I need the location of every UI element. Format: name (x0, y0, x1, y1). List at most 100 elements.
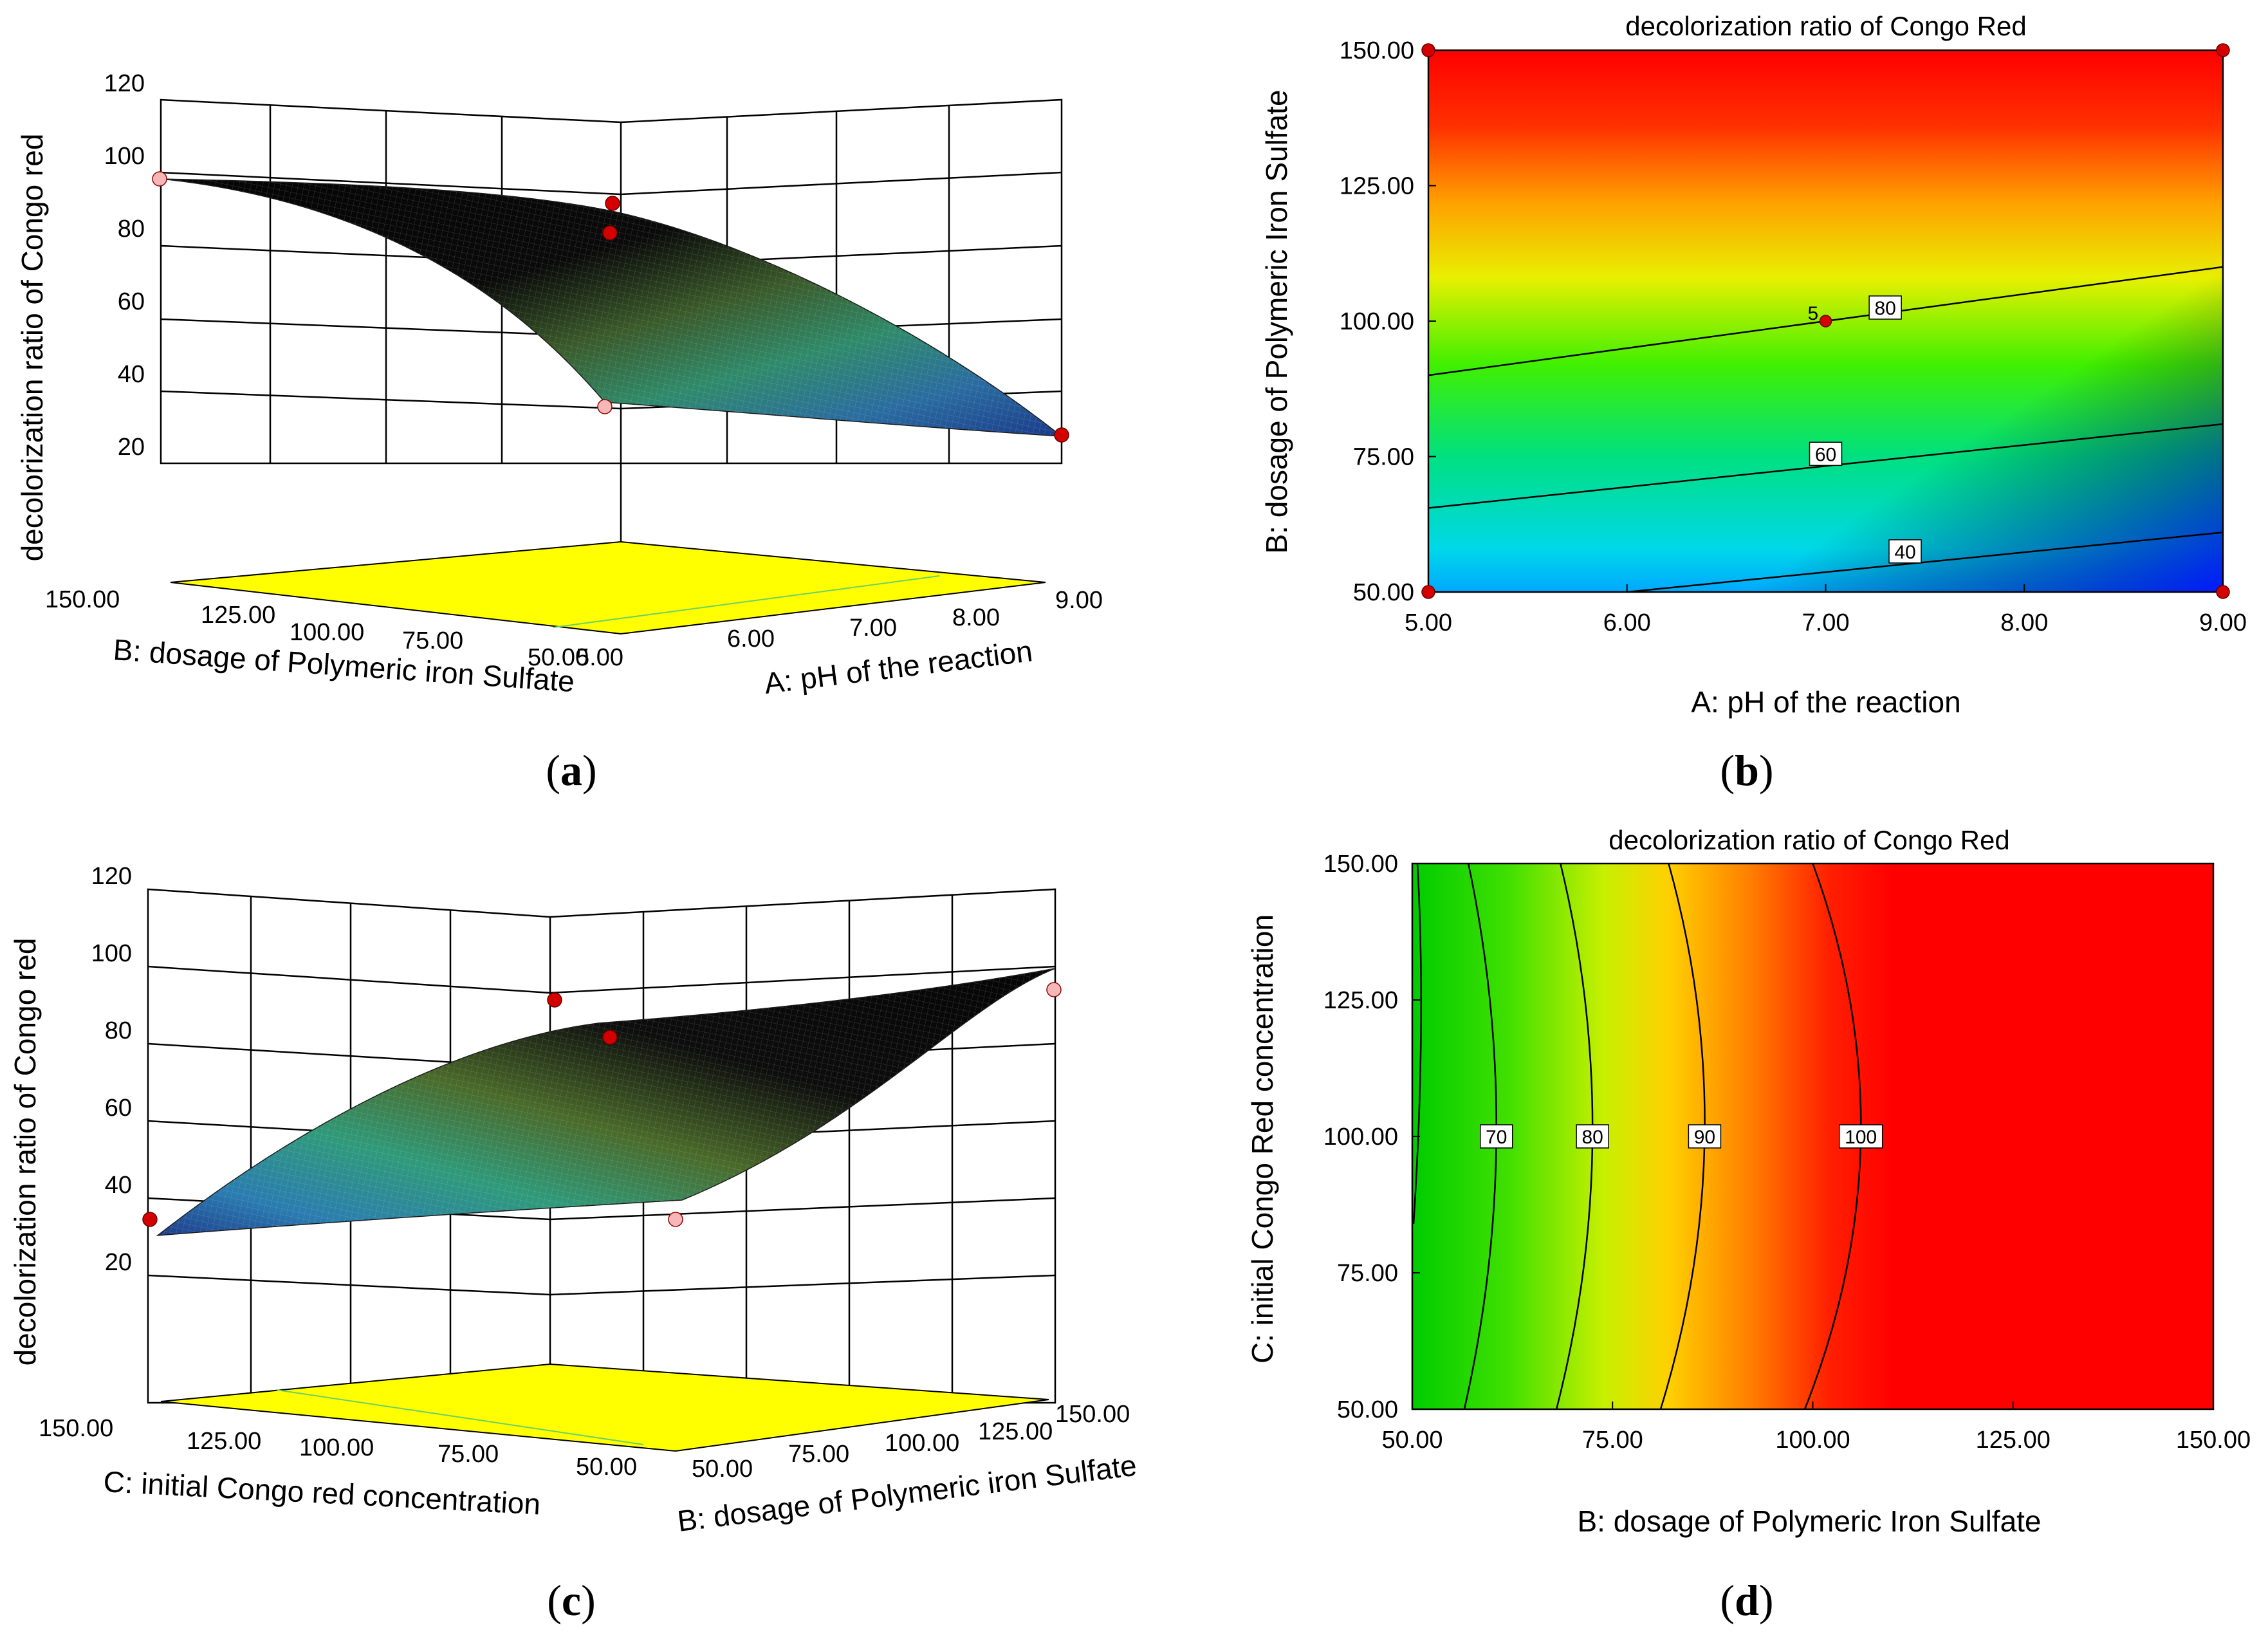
panel-a-z-ticks: 120 100 80 60 40 20 (104, 70, 145, 461)
panel-d-contour-label-80-box (1576, 1124, 1609, 1149)
panel-a-z-tick-120: 120 (104, 70, 145, 97)
panel-d-contour-label-100-box (1838, 1124, 1883, 1149)
panel-d-y-ticks: 50.00 75.00 100.00 125.00 150.00 (1323, 851, 1420, 1423)
panel-b-y-tick-3: 125.00 (1340, 173, 1414, 200)
panel-b-x-tick-3: 8.00 (2000, 609, 2048, 636)
panel-c-y-ticks: 150.00 125.00 100.00 75.00 50.00 (39, 1415, 637, 1481)
panel-a-point-pH5-dose50 (597, 399, 613, 414)
panel-b-y-ticks: 50.00 75.00 100.00 125.00 150.00 (1340, 37, 1436, 606)
panel-c-point-center-low (602, 1030, 618, 1045)
panel-d-x-label: B: dosage of Polymeric Iron Sulfate (1577, 1504, 2041, 1538)
panel-b-contour-60 (1428, 423, 2224, 509)
panel-a: 120 100 80 60 40 20 decolorization ratio… (15, 70, 1103, 795)
panel-d-y-tick-0: 50.00 (1337, 1396, 1398, 1423)
panel-b-y-tick-1: 75.00 (1353, 444, 1414, 471)
panel-b-design-points (1421, 43, 2230, 599)
panel-d-y-tick-2: 100.00 (1323, 1124, 1398, 1151)
panel-d-y-tick-1: 75.00 (1337, 1260, 1398, 1287)
panel-d-contour-label-90: 90 (1694, 1127, 1715, 1148)
panel-c-y-tick-50: 50.00 (576, 1454, 637, 1481)
panel-b-contour-label-60-box (1809, 441, 1843, 467)
panel-c-point-dose150-conc50 (1046, 982, 1062, 997)
panel-a-point-pH9-dose50 (1054, 427, 1069, 443)
panel-c-x-tick-75: 75.00 (788, 1441, 849, 1468)
panel-b-contour-label-40-box (1888, 539, 1922, 564)
panel-d: 70 80 90 100 decolorization ratio of Congo … (1246, 825, 2251, 1625)
panel-a-y-tick-50: 50.00 (528, 644, 589, 671)
panel-b-y-tick-4: 150.00 (1340, 37, 1414, 64)
panel-a-z-tick-80: 80 (118, 216, 145, 243)
panel-b-design-point-3 (2216, 585, 2230, 599)
panel-b-contour-label-40: 40 (1894, 542, 1915, 563)
panel-b-x-tick-4: 9.00 (2199, 609, 2247, 636)
panel-b-center-count-label: 5 (1808, 303, 1819, 324)
panel-a-x-label: A: pH of the reaction (762, 634, 1035, 700)
panel-a-x-tick-5: 5.00 (576, 644, 623, 671)
panel-c-z-tick-100: 100 (91, 940, 132, 967)
panel-c-z-tick-80: 80 (105, 1017, 132, 1044)
panel-b-title: decolorization ratio of Congo Red (1625, 11, 2026, 41)
panel-a-x-tick-8: 8.00 (952, 604, 1000, 631)
panel-b-design-point-1 (2216, 43, 2230, 57)
panel-b-contours: 80 60 40 5 (1428, 266, 2224, 593)
panel-b-caption: (b) (1720, 746, 1773, 795)
panel-a-z-tick-40: 40 (118, 361, 145, 388)
panel-a-z-label: decolorization ratio of Congo red (15, 134, 49, 562)
panel-c-z-tick-20: 20 (105, 1249, 132, 1276)
panel-b-design-point-0 (1421, 43, 1435, 57)
panel-b-contour-label-80-box (1868, 295, 1902, 320)
panel-b-center-point (1819, 315, 1832, 328)
panel-a-z-tick-20: 20 (118, 434, 145, 461)
panel-d-contour-label-70: 70 (1486, 1127, 1507, 1148)
panel-a-y-tick-75: 75.00 (402, 627, 463, 654)
panel-d-x-tick-1: 75.00 (1582, 1427, 1643, 1454)
panel-d-x-tick-0: 50.00 (1381, 1427, 1443, 1454)
panel-c-y-tick-150: 150.00 (39, 1415, 113, 1442)
panel-a-x-ticks: 5.00 6.00 7.00 8.00 9.00 (576, 587, 1103, 671)
panel-c: 120 100 80 60 40 20 decolorization ratio… (8, 863, 1138, 1625)
panel-d-y-tick-3: 125.00 (1323, 987, 1398, 1014)
panel-b-contour-40 (1627, 532, 2224, 593)
panel-d-x-tick-2: 100.00 (1775, 1427, 1850, 1454)
panel-a-x-tick-6: 6.00 (727, 625, 775, 652)
panel-c-caption: (c) (547, 1576, 596, 1625)
panel-b: 80 60 40 5 decolorization ratio of Congo Re… (1260, 11, 2247, 795)
panel-c-x-tick-100: 100.00 (885, 1430, 959, 1457)
panel-c-z-ticks: 120 100 80 60 40 20 (91, 863, 132, 1276)
panel-a-point-pH5-dose150 (152, 171, 167, 187)
panel-c-z-tick-60: 60 (105, 1095, 132, 1122)
panel-c-point-center-high (547, 992, 562, 1008)
panel-a-point-center-high (605, 196, 620, 211)
panel-b-x-label: A: pH of the reaction (1691, 685, 1960, 719)
panel-d-contour-label-100: 100 (1845, 1127, 1877, 1148)
panel-c-z-label: decolorization ratio of Congo red (8, 938, 42, 1366)
panel-d-x-ticks: 50.00 75.00 100.00 125.00 150.00 (1381, 1401, 2251, 1454)
panel-d-contour-label-80: 80 (1581, 1127, 1603, 1148)
panel-d-plot-area (1412, 864, 2213, 1409)
panel-b-x-ticks: 5.00 6.00 7.00 8.00 9.00 (1405, 584, 2247, 636)
panel-a-z-tick-60: 60 (118, 288, 145, 315)
panel-c-y-label: C: initial Congo red concentration (102, 1465, 541, 1521)
panel-d-contour-label-70-box (1479, 1124, 1513, 1149)
panel-d-y-tick-4: 150.00 (1323, 851, 1398, 878)
panel-a-floor (170, 541, 1046, 635)
panel-d-contour-label-90-box (1688, 1124, 1722, 1149)
panel-c-z-tick-40: 40 (105, 1172, 132, 1199)
panel-c-z-tick-120: 120 (91, 863, 132, 890)
panel-a-x-tick-7: 7.00 (849, 615, 897, 642)
panel-a-y-tick-125: 125.00 (201, 602, 275, 629)
panel-d-x-tick-4: 150.00 (2176, 1427, 2251, 1454)
panel-c-floor (160, 1363, 1049, 1452)
panel-b-x-tick-2: 7.00 (1802, 609, 1850, 636)
panel-b-contour-label-80: 80 (1874, 298, 1895, 319)
panel-d-title: decolorization ratio of Congo Red (1609, 825, 2009, 855)
panel-b-contour-label-60: 60 (1815, 444, 1836, 465)
panel-c-x-tick-125: 125.00 (978, 1418, 1053, 1445)
panel-a-z-tick-100: 100 (104, 143, 145, 170)
panel-a-point-center-low (602, 225, 618, 241)
panel-b-y-tick-0: 50.00 (1353, 579, 1414, 606)
panel-d-contours: 70 80 90 100 (1412, 863, 1883, 1410)
panel-d-y-label: C: initial Congo Red concentration (1246, 914, 1279, 1364)
panel-d-x-tick-3: 125.00 (1976, 1427, 2051, 1454)
panel-c-x-tick-50: 50.00 (692, 1456, 753, 1483)
